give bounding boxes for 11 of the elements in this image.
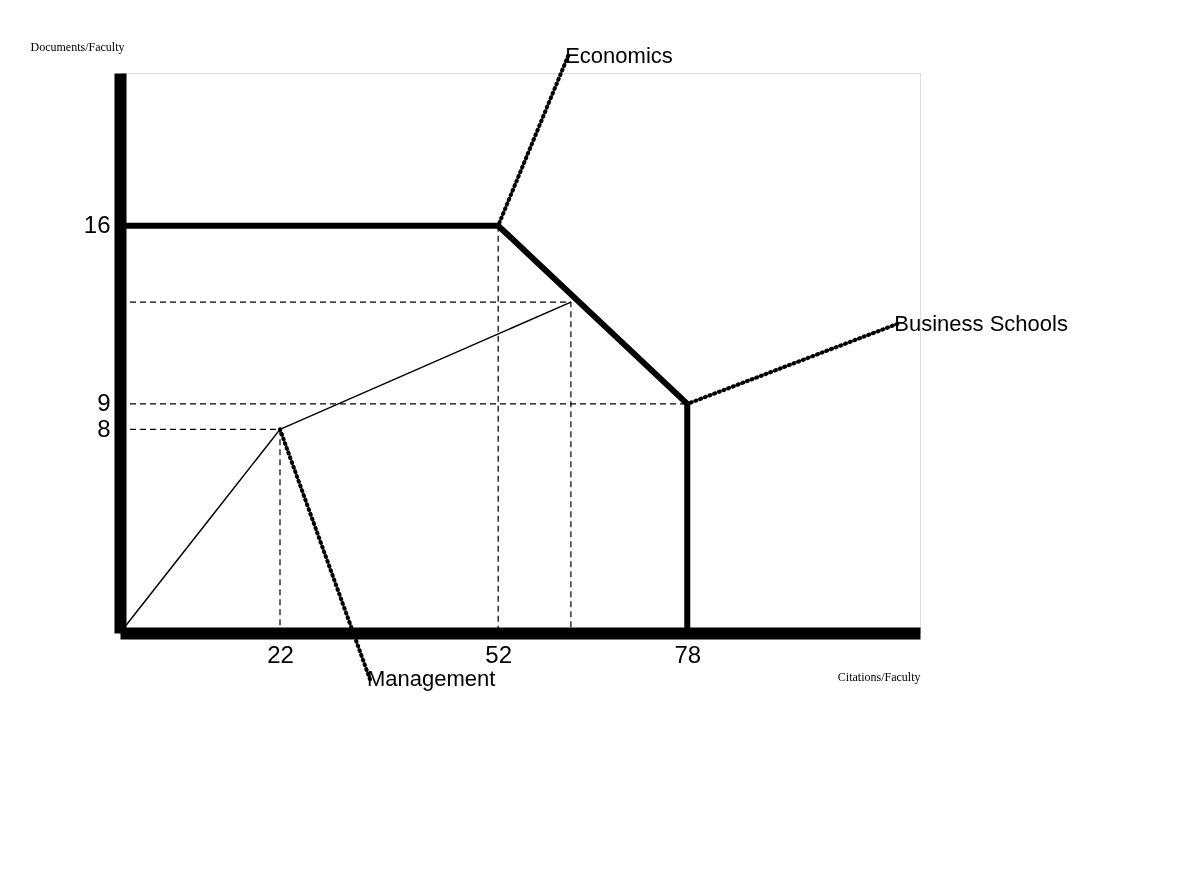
x-tick-label: 52 (485, 640, 513, 668)
annotation: Management (367, 666, 496, 692)
x-tick-label: 22 (267, 640, 294, 668)
annotation: Business Schools (894, 310, 1068, 336)
x-axis-title: Citations/Faculty (837, 669, 921, 684)
y-axis-title: Documents/Faculty (30, 39, 125, 54)
y-tick-label: 16 (83, 211, 111, 239)
y-tick-label: 9 (97, 389, 111, 417)
y-tick-label: 8 (97, 414, 111, 442)
x-tick-label: 78 (674, 640, 702, 668)
annotation: Economics (565, 42, 673, 68)
